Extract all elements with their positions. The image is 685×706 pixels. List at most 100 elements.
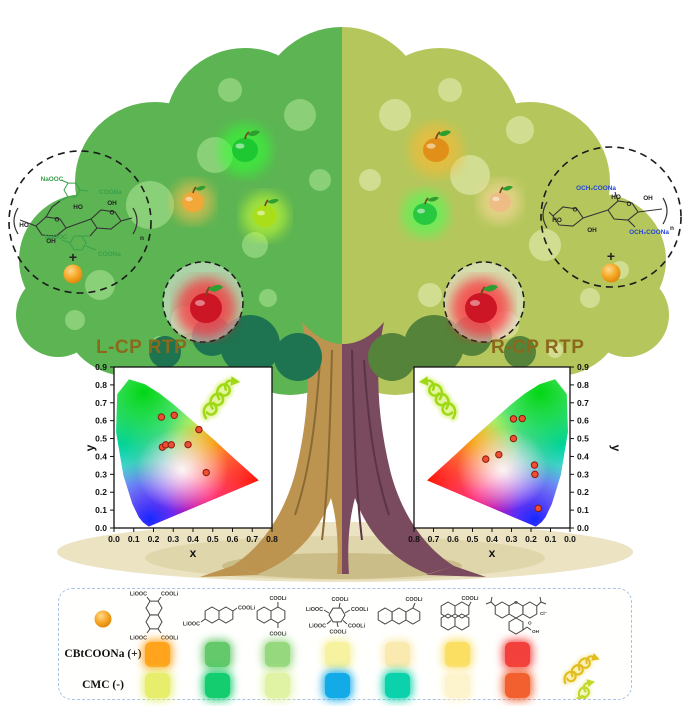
oh-1: OH xyxy=(643,195,653,202)
svg-text:0.6: 0.6 xyxy=(227,534,239,544)
molecule-anthracene-carboxylate: COOLi xyxy=(377,597,423,625)
svg-text:0.5: 0.5 xyxy=(467,534,479,544)
mol-label: O xyxy=(528,621,532,626)
x-axis-label: x xyxy=(190,546,197,560)
row-label-cbtcoona: CBtCOONa (+) xyxy=(64,648,142,660)
emission-color-square xyxy=(505,673,530,698)
open-paren xyxy=(542,201,548,229)
scatter-point xyxy=(509,434,518,443)
oh-1: OH xyxy=(107,200,117,207)
mol-label: O xyxy=(514,600,518,605)
pyranose-ring-2 xyxy=(607,200,639,221)
y-axis-label: y xyxy=(86,444,97,451)
helix-arrow-row1-icon xyxy=(563,647,602,690)
data-points xyxy=(157,411,210,477)
mol-label: COOLi xyxy=(269,596,287,602)
mol-label: Cl⁻ xyxy=(540,611,548,616)
svg-text:0.5: 0.5 xyxy=(207,534,219,544)
orange-sphere-icon xyxy=(63,264,83,284)
svg-text:0.3: 0.3 xyxy=(95,469,107,479)
svg-text:0.0: 0.0 xyxy=(564,534,576,544)
mol-label: COOLi xyxy=(238,606,256,612)
cie-diagram-right: 0.8 0.7 0.6 0.5 0.4 0.3 0.2 0.1 0.00.0 0.1 0.2 0.3 0… xyxy=(408,362,619,560)
mol-label: LiOOC xyxy=(183,622,200,628)
svg-text:0.1: 0.1 xyxy=(545,534,557,544)
scatter-point xyxy=(495,450,503,459)
phthalate-bottom-bonds xyxy=(61,235,97,251)
svg-text:0.4: 0.4 xyxy=(95,451,107,461)
ho-2: HO xyxy=(19,222,29,229)
apple-red-right xyxy=(451,278,511,338)
scatter-point xyxy=(184,440,192,449)
chromophore-structures: LiOOC COOLi LiOOC COOLi COOLi LiOOC COOL… xyxy=(94,592,548,642)
scatter-point xyxy=(531,470,539,479)
emission-color-square xyxy=(385,642,410,667)
oh-2: OH xyxy=(46,238,56,245)
panel-helix-arrows xyxy=(563,647,605,699)
axis-ticks: 0.0 0.1 0.2 0.3 0.4 0.5 0.6 0.7 0.8 0.0 0.1 0.2 0.3 0… xyxy=(95,362,278,544)
repeat-n: n xyxy=(670,225,674,232)
cie-diagram-left: 0.0 0.1 0.2 0.3 0.4 0.5 0.6 0.7 0.8 0.0 0.1 0.2 0.3 0… xyxy=(86,362,278,560)
svg-text:0.8: 0.8 xyxy=(577,380,589,390)
plus-sign: + xyxy=(607,248,615,264)
data-points xyxy=(482,414,542,513)
mol-label: COOLi xyxy=(348,624,366,630)
backbone-bonds xyxy=(19,200,133,237)
right-polymer-structure: n O O OCH₂COONa OCH₂COONa HO OH HO OH + xyxy=(540,146,682,288)
mol-label: COOLi xyxy=(161,592,179,598)
svg-text:0.4: 0.4 xyxy=(187,534,199,544)
svg-text:0.9: 0.9 xyxy=(95,362,107,372)
mol-label: COOLi xyxy=(351,607,369,613)
scatter-point xyxy=(195,425,203,434)
svg-text:0.1: 0.1 xyxy=(128,534,140,544)
apple-orange-left xyxy=(172,181,214,223)
apple-green-right xyxy=(402,191,448,237)
repeat-n: n xyxy=(140,235,144,242)
mol-label: LiOOC xyxy=(309,624,326,630)
naooc-bottom-label: NaOOC xyxy=(45,234,68,241)
phthalate-top-bonds xyxy=(59,179,89,202)
svg-text:0.1: 0.1 xyxy=(577,505,589,515)
svg-text:0.0: 0.0 xyxy=(108,534,120,544)
apple-peach-right xyxy=(479,181,521,223)
phthalate-ring-top xyxy=(63,182,81,198)
mol-label: OH xyxy=(532,629,540,634)
emission-color-square xyxy=(325,642,350,667)
mol-label: LiOOC xyxy=(130,636,147,642)
coona-top-label: COONa xyxy=(99,189,122,196)
svg-text:0.2: 0.2 xyxy=(95,487,107,497)
svg-text:0.8: 0.8 xyxy=(408,534,420,544)
scatter-point xyxy=(509,415,518,423)
svg-text:0.4: 0.4 xyxy=(486,534,498,544)
ho-1: HO xyxy=(611,194,621,201)
svg-text:0.4: 0.4 xyxy=(577,451,589,461)
scatter-point xyxy=(167,441,175,449)
apple-yellowgreen-left xyxy=(242,193,288,239)
emission-color-square xyxy=(205,642,230,667)
chromophore-panel: LiOOC COOLi LiOOC COOLi COOLi LiOOC COOL… xyxy=(58,588,632,700)
pyranose-ring-2 xyxy=(90,209,122,230)
emission-color-square xyxy=(505,642,530,667)
chart-left-cp: L-CP RTP 0.0 0.1 0.2 0.3 0.4 0.5 0.6 0.7 0.8 0.0 0… xyxy=(86,337,306,570)
molecule-naphthalene-14-dicarboxylate: COOLi COOLi xyxy=(256,596,287,638)
svg-text:0.0: 0.0 xyxy=(577,523,589,533)
y-axis-label: y xyxy=(609,445,619,452)
apple-red-left xyxy=(176,278,236,338)
ho-1: HO xyxy=(73,204,83,211)
emission-color-square xyxy=(265,642,290,667)
svg-text:0.7: 0.7 xyxy=(577,398,589,408)
svg-text:0.2: 0.2 xyxy=(148,534,160,544)
mol-label: COOLi xyxy=(269,632,287,638)
svg-text:0.5: 0.5 xyxy=(577,434,589,444)
mol-label: COOLi xyxy=(161,636,179,642)
x-axis-label: x xyxy=(489,546,496,560)
axis-ticks: 0.8 0.7 0.6 0.5 0.4 0.3 0.2 0.1 0.00.0 0.1 0.2 0.3 0… xyxy=(408,362,589,544)
mol-label: LiOOC xyxy=(306,607,323,613)
svg-text:0.3: 0.3 xyxy=(577,469,589,479)
scatter-point xyxy=(157,413,166,421)
left-polymer-structure: n O O NaOOC COONa NaOOC COONa HO OH HO O… xyxy=(8,150,152,294)
ho-2: HO xyxy=(552,217,562,224)
scatter-point xyxy=(202,468,210,477)
emission-color-square xyxy=(145,673,170,698)
